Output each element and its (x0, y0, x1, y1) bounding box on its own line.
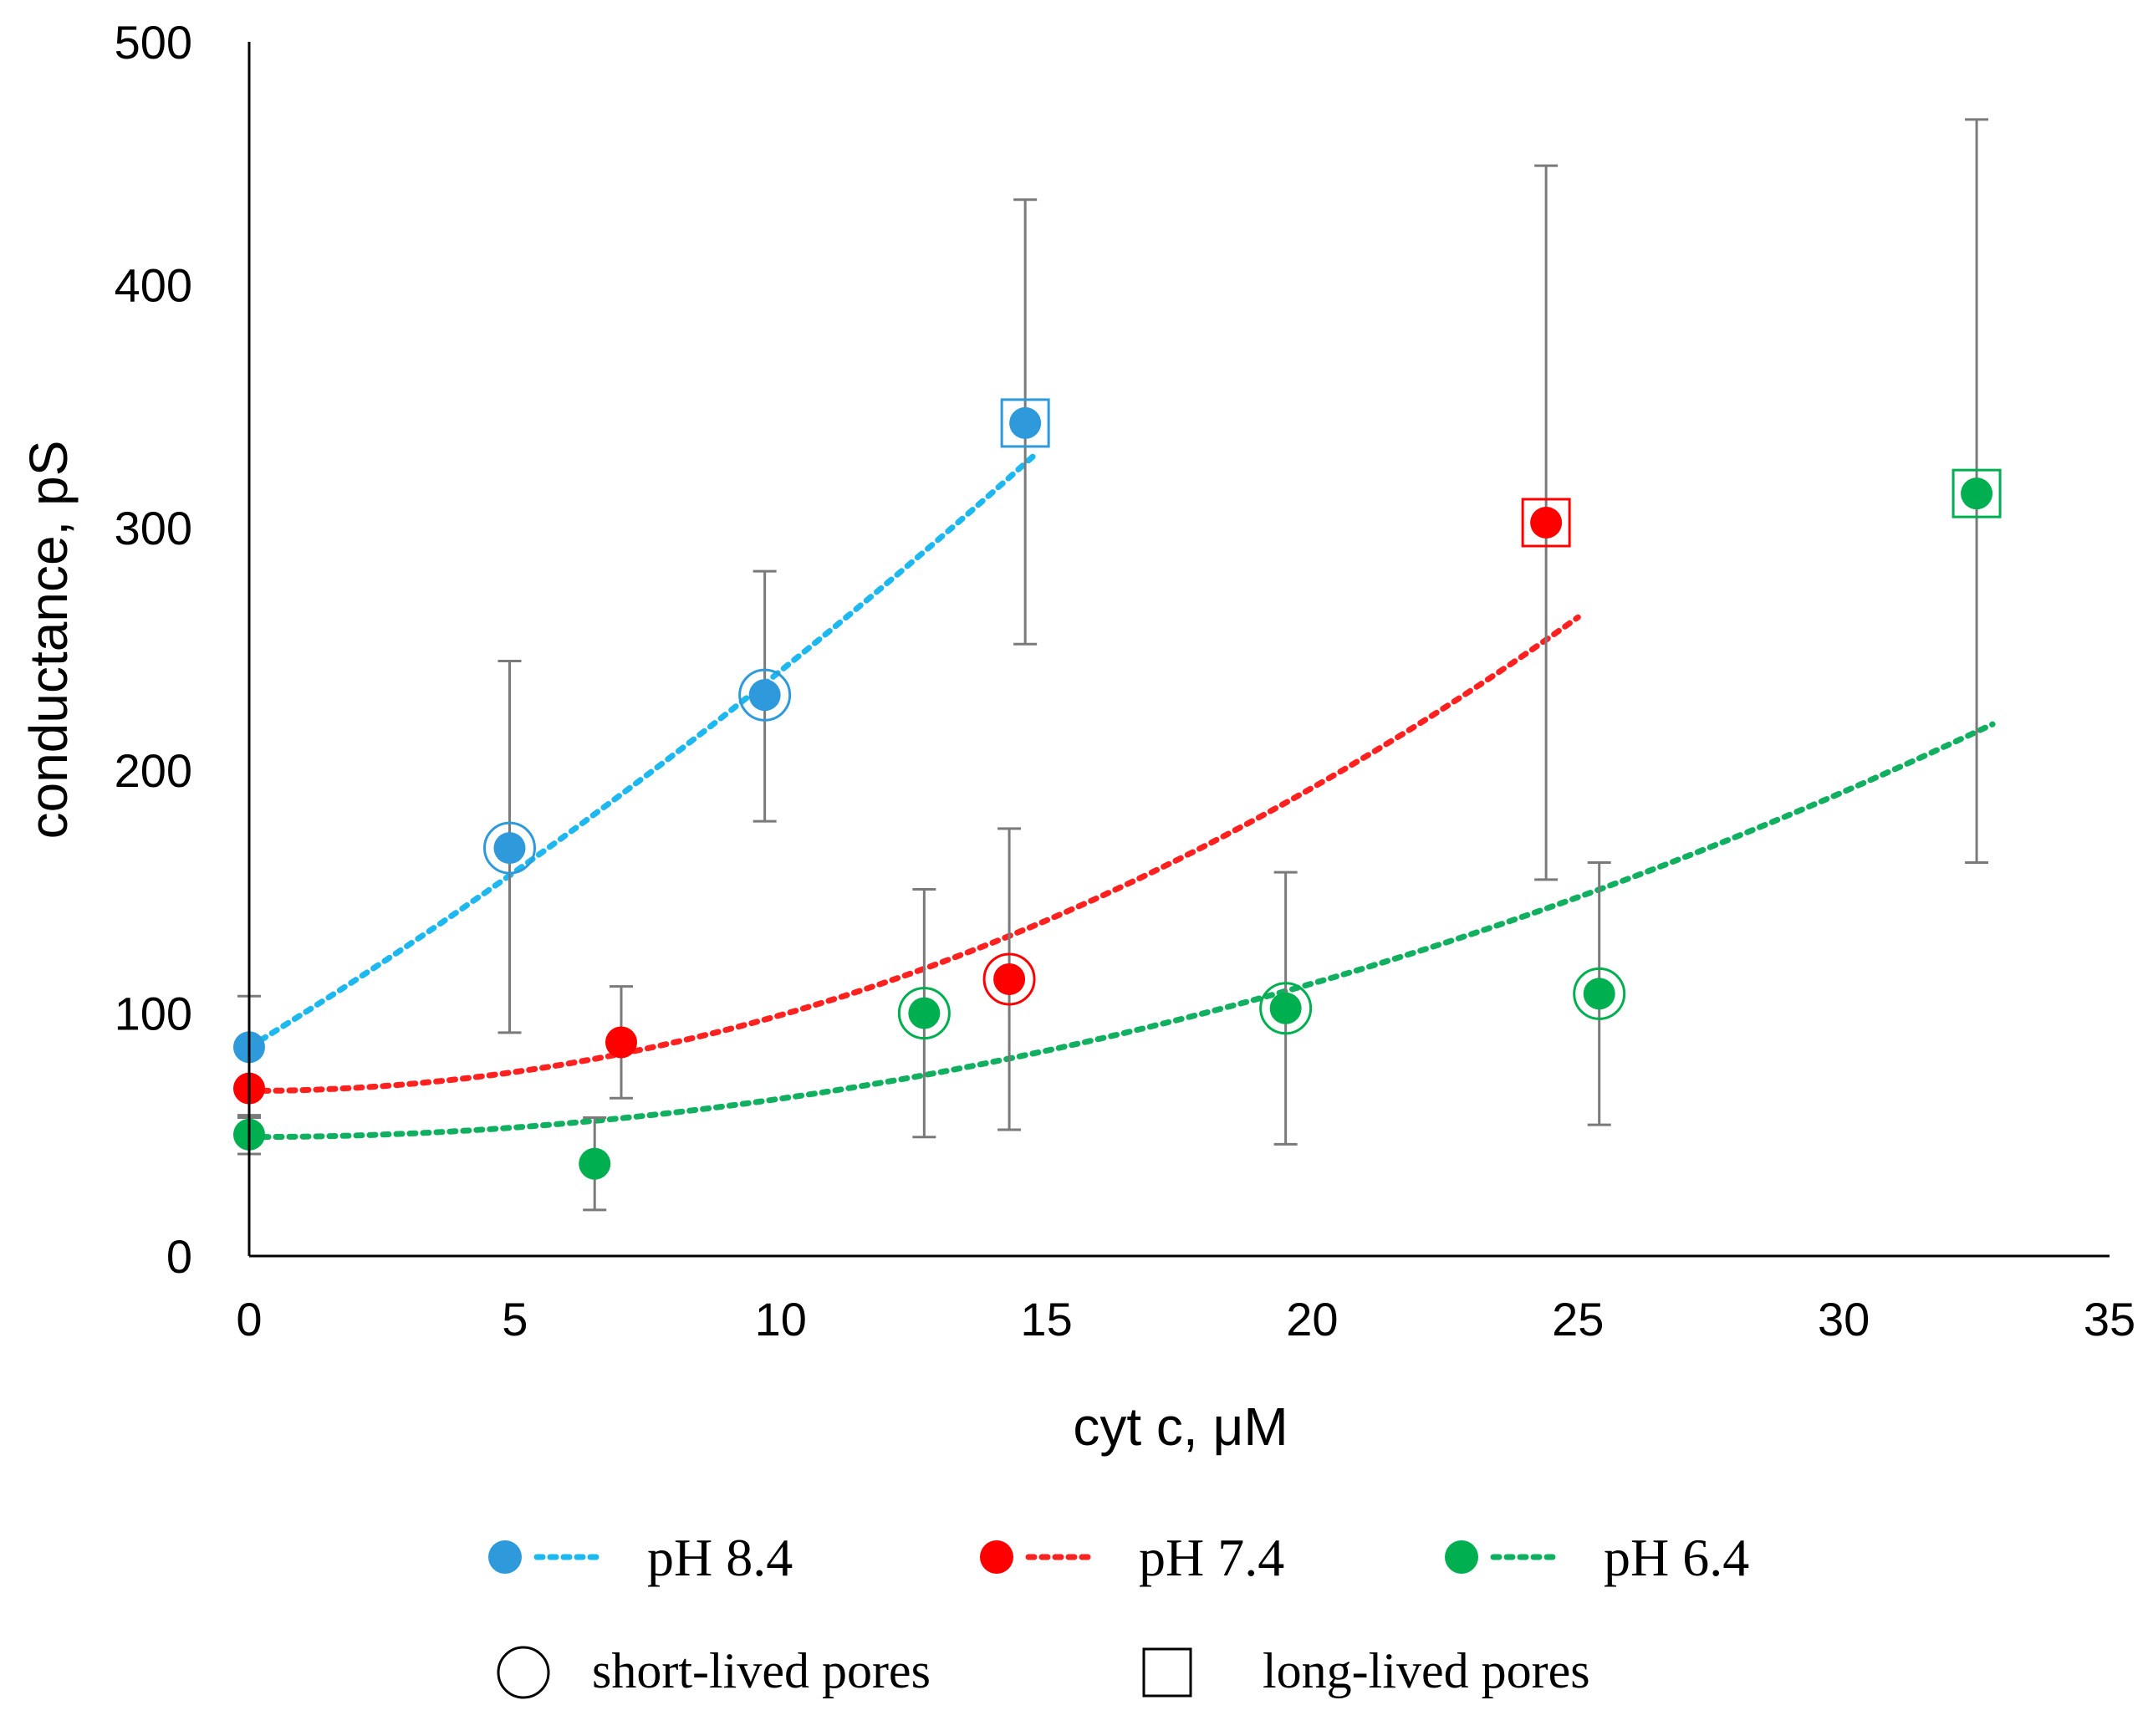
short-lived-pore-marker (982, 952, 1036, 1006)
short-lived-pore-marker (1573, 967, 1626, 1020)
long-lived-pore-marker (1951, 468, 2002, 518)
short-lived-pore-marker (897, 987, 951, 1040)
legend-square-icon (1142, 1647, 1192, 1698)
short-lived-pore-marker (738, 668, 792, 722)
y-tick-label: 500 (115, 16, 192, 69)
legend-label: pH 7.4 (1139, 1528, 1284, 1587)
x-tick-label: 5 (502, 1293, 528, 1345)
data-point (993, 962, 1026, 995)
long-lived-pore-marker (1521, 498, 1571, 548)
data-point (1269, 992, 1302, 1024)
short-lived-pore-marker (483, 821, 536, 875)
axes (247, 42, 2110, 1258)
tick-labels: 0 5 10 15 20 25 30 35 0 100 200 300 400 500 (115, 16, 2136, 1345)
legend-label: short-lived pores (592, 1643, 931, 1698)
x-axis-title: cyt c, μM (1073, 1396, 1288, 1457)
data-point (605, 1026, 637, 1059)
legend-marker (1445, 1540, 1478, 1574)
data-point (579, 1147, 611, 1180)
data-point (908, 997, 941, 1029)
trendline-ph-6.4 (246, 721, 1996, 1141)
long-lived-pore-marker (1000, 398, 1050, 448)
y-tick-label: 100 (115, 988, 192, 1040)
x-tick-label: 10 (755, 1293, 807, 1345)
data-point (493, 832, 526, 865)
y-tick-label: 200 (115, 744, 192, 797)
legend-label: pH 8.4 (647, 1528, 793, 1587)
x-tick-label: 35 (2084, 1293, 2135, 1345)
trendline-ph-7.4 (246, 614, 1581, 1094)
y-tick-label: 400 (115, 258, 192, 311)
x-tick-label: 0 (236, 1293, 262, 1345)
x-tick-label: 15 (1020, 1293, 1072, 1345)
y-axis-title: conductance, pS (18, 441, 79, 840)
x-tick-label: 30 (1818, 1293, 1870, 1345)
legend-marker (980, 1540, 1013, 1574)
legend: pH 8.4 pH 7.4 pH 6.4 short-lived pores long-… (488, 1528, 1749, 1699)
data-point (1530, 506, 1563, 539)
data-point (1583, 978, 1615, 1010)
data-point (748, 679, 781, 712)
short-lived-pore-marker (1259, 982, 1313, 1035)
data-point (1009, 406, 1042, 439)
y-tick-label: 300 (115, 502, 192, 554)
x-tick-label: 20 (1286, 1293, 1338, 1345)
y-tick-label: 0 (166, 1230, 192, 1283)
legend-label: pH 6.4 (1604, 1528, 1749, 1587)
plot-area (233, 118, 2002, 1212)
x-tick-label: 25 (1552, 1293, 1604, 1345)
data-point (1961, 477, 1993, 510)
trendline-ph-8.4 (246, 451, 1039, 1050)
legend-marker (488, 1540, 522, 1574)
legend-circle-icon (497, 1646, 550, 1699)
legend-label: long-lived pores (1263, 1643, 1590, 1698)
